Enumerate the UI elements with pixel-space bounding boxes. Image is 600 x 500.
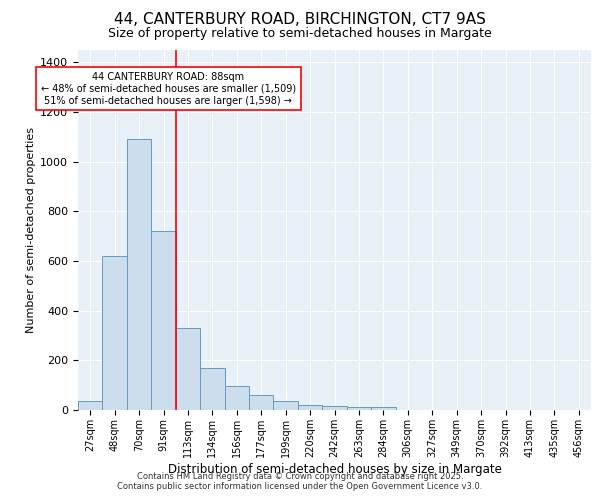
Bar — [127, 140, 151, 410]
Text: 44 CANTERBURY ROAD: 88sqm
← 48% of semi-detached houses are smaller (1,509)
51% : 44 CANTERBURY ROAD: 88sqm ← 48% of semi-… — [41, 72, 296, 106]
Bar — [274, 400, 298, 410]
Bar — [371, 407, 395, 410]
Bar — [78, 402, 103, 410]
Text: 44, CANTERBURY ROAD, BIRCHINGTON, CT7 9AS: 44, CANTERBURY ROAD, BIRCHINGTON, CT7 9A… — [114, 12, 486, 28]
Text: Contains HM Land Registry data © Crown copyright and database right 2025.
Contai: Contains HM Land Registry data © Crown c… — [118, 472, 482, 491]
Text: Size of property relative to semi-detached houses in Margate: Size of property relative to semi-detach… — [108, 28, 492, 40]
Bar — [103, 256, 127, 410]
Bar — [224, 386, 249, 410]
Bar — [176, 328, 200, 410]
Bar — [298, 405, 322, 410]
Y-axis label: Number of semi-detached properties: Number of semi-detached properties — [26, 127, 36, 333]
Bar — [322, 406, 347, 410]
X-axis label: Distribution of semi-detached houses by size in Margate: Distribution of semi-detached houses by … — [167, 462, 502, 475]
Bar — [347, 407, 371, 410]
Bar — [249, 395, 274, 410]
Bar — [151, 231, 176, 410]
Bar — [200, 368, 224, 410]
